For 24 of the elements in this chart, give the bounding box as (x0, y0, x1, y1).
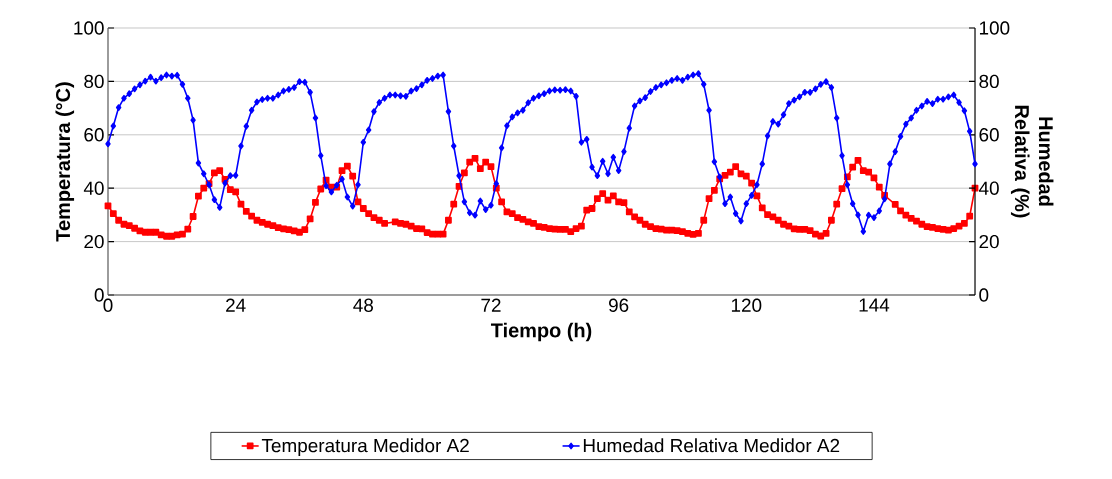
y2-tick-label: 20 (979, 234, 999, 249)
x-tick-label: 144 (859, 298, 890, 312)
x-tick-label: 24 (226, 298, 246, 312)
y-tick-label: 80 (84, 74, 104, 89)
y2-axis-title: Humedad Relativa (%) (1010, 105, 1054, 218)
y-tick-label: 0 (94, 288, 104, 302)
y2-tick-label: 60 (979, 128, 999, 142)
y-tick-label: 60 (84, 128, 104, 142)
y2-tick-label: 80 (979, 74, 999, 89)
y2-tick-label: 100 (979, 21, 1010, 35)
y-tick-label: 100 (74, 21, 104, 35)
legend-label: Humedad Relativa Medidor A2 (583, 438, 840, 453)
y-tick-label: 40 (83, 181, 104, 195)
x-tick-label: 96 (609, 298, 629, 312)
y2-tick-label: 40 (978, 181, 999, 195)
x-tick-label: 0 (103, 298, 113, 312)
x-axis-title: Tiempo (h) (490, 322, 592, 342)
x-tick-label: 48 (353, 298, 374, 312)
y-tick-label: 20 (84, 234, 104, 249)
x-tick-label: 120 (731, 298, 762, 312)
y2-tick-label: 0 (979, 288, 989, 302)
x-tick-label: 72 (481, 298, 501, 312)
legend-label: Temperatura Medidor A2 (261, 438, 469, 456)
y-axis-title: Temperatura (°C) (55, 82, 75, 242)
